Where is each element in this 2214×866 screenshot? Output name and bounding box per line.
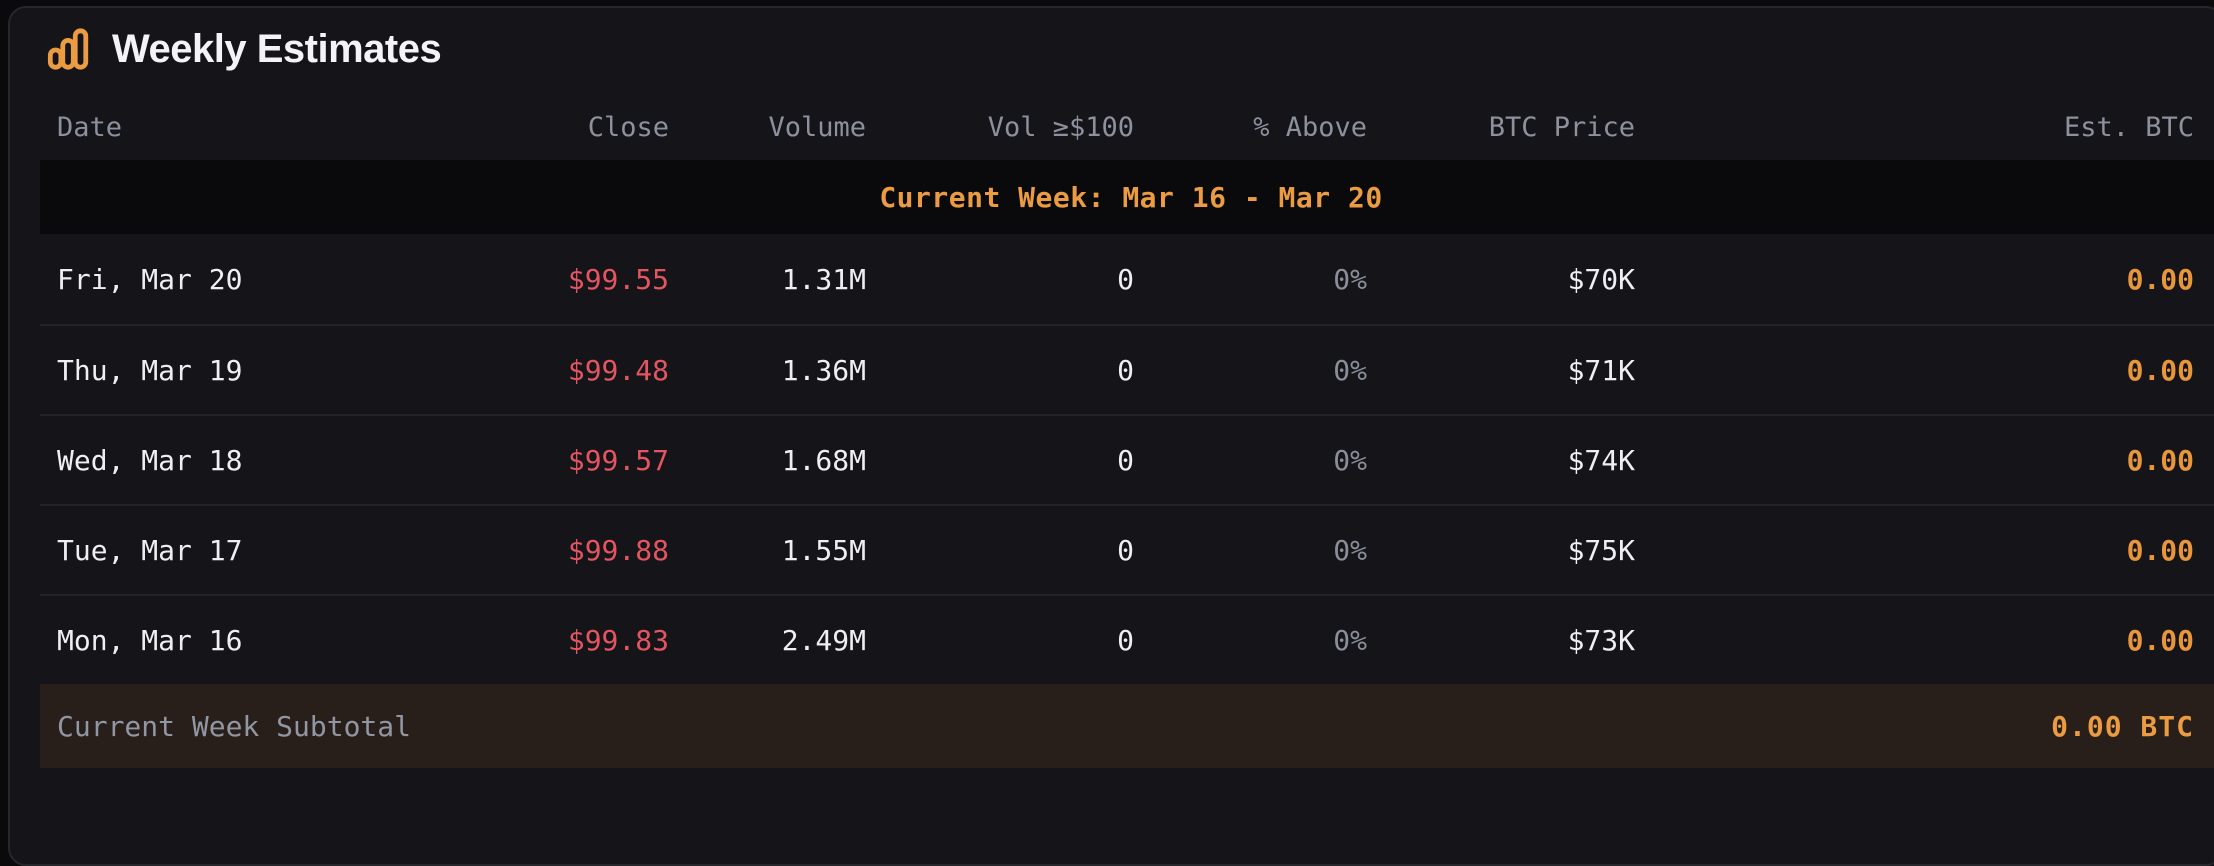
cell-est-btc: 0.00 <box>2126 533 2194 567</box>
cell-volume: 1.31M <box>781 262 866 296</box>
col-header-volume: Volume <box>768 111 866 143</box>
cell-est-btc: 0.00 <box>2126 262 2194 296</box>
cell-btc-price: $70K <box>1567 262 1635 296</box>
cell-close: $99.55 <box>567 262 669 296</box>
cell-est-btc: 0.00 <box>2126 353 2194 387</box>
cell-close: $99.48 <box>567 353 669 387</box>
cell-date: Tue, Mar 17 <box>57 533 243 567</box>
cell-vol-above: 0 <box>1117 262 1134 296</box>
cell-volume: 2.49M <box>781 623 866 657</box>
cell-date: Mon, Mar 16 <box>57 623 243 657</box>
cell-btc-price: $71K <box>1567 353 1635 387</box>
subtotal-value: 0.00 BTC <box>2051 709 2194 743</box>
bar-chart-icon <box>46 26 92 72</box>
cell-pct-above: 0% <box>1333 262 1367 296</box>
cell-est-btc: 0.00 <box>2126 443 2194 477</box>
cell-close: $99.57 <box>567 443 669 477</box>
cell-est-btc: 0.00 <box>2126 623 2194 657</box>
cell-vol-above: 0 <box>1117 443 1134 477</box>
cell-pct-above: 0% <box>1333 353 1367 387</box>
col-header-vol-above: Vol ≥$100 <box>987 111 1134 143</box>
cell-btc-price: $73K <box>1567 623 1635 657</box>
cell-volume: 1.55M <box>781 533 866 567</box>
table-row: Thu, Mar 19 $99.48 1.36M 0 0% $71K 0.00 <box>40 324 2214 414</box>
col-header-est-btc: Est. BTC <box>2063 111 2194 143</box>
col-header-btc-price: BTC Price <box>1488 111 1635 143</box>
cell-pct-above: 0% <box>1333 533 1367 567</box>
weekly-estimates-card: Weekly Estimates Date Close Volume Vol ≥… <box>8 6 2214 866</box>
col-header-date: Date <box>57 111 123 143</box>
cell-vol-above: 0 <box>1117 623 1134 657</box>
card-title: Weekly Estimates <box>112 26 442 71</box>
cell-pct-above: 0% <box>1333 443 1367 477</box>
subtotal-label: Current Week Subtotal <box>57 709 412 743</box>
subtotal-row: Current Week Subtotal 0.00 BTC <box>40 684 2214 768</box>
col-header-close: Close <box>587 111 669 143</box>
cell-close: $99.83 <box>567 623 669 657</box>
cell-vol-above: 0 <box>1117 533 1134 567</box>
cell-btc-price: $75K <box>1567 533 1635 567</box>
cell-close: $99.88 <box>567 533 669 567</box>
cell-date: Wed, Mar 18 <box>57 443 243 477</box>
table-header-row: Date Close Volume Vol ≥$100 % Above BTC … <box>40 94 2214 160</box>
current-week-banner-label: Current Week: Mar 16 - Mar 20 <box>879 180 1383 214</box>
cell-volume: 1.36M <box>781 353 866 387</box>
cell-date: Thu, Mar 19 <box>57 353 243 387</box>
table-row: Mon, Mar 16 $99.83 2.49M 0 0% $73K 0.00 <box>40 594 2214 684</box>
table-row: Tue, Mar 17 $99.88 1.55M 0 0% $75K 0.00 <box>40 504 2214 594</box>
current-week-banner: Current Week: Mar 16 - Mar 20 <box>40 160 2214 234</box>
cell-volume: 1.68M <box>781 443 866 477</box>
estimates-table: Date Close Volume Vol ≥$100 % Above BTC … <box>40 94 2214 768</box>
card-header: Weekly Estimates <box>10 8 2214 94</box>
cell-btc-price: $74K <box>1567 443 1635 477</box>
cell-pct-above: 0% <box>1333 623 1367 657</box>
table-row: Wed, Mar 18 $99.57 1.68M 0 0% $74K 0.00 <box>40 414 2214 504</box>
cell-date: Fri, Mar 20 <box>57 262 243 296</box>
table-row: Fri, Mar 20 $99.55 1.31M 0 0% $70K 0.00 <box>40 234 2214 324</box>
cell-vol-above: 0 <box>1117 353 1134 387</box>
col-header-pct-above: % Above <box>1253 111 1367 143</box>
